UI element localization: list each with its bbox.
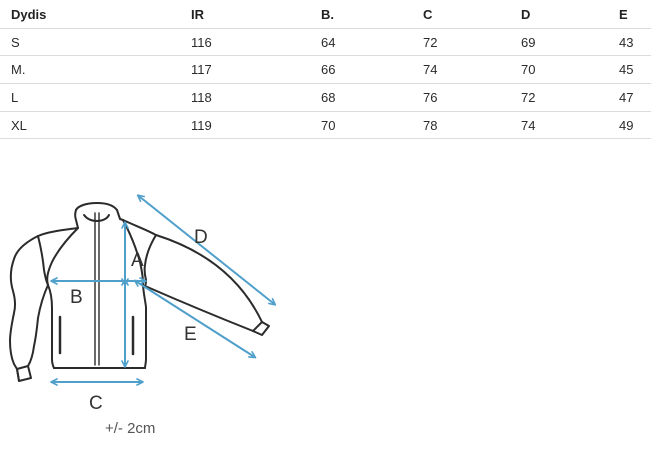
- svg-text:A: A: [131, 250, 144, 271]
- svg-text:+/- 2cm: +/- 2cm: [105, 420, 155, 437]
- svg-text:D: D: [194, 227, 208, 248]
- svg-text:C: C: [89, 393, 103, 414]
- svg-text:B: B: [70, 287, 83, 308]
- svg-text:E: E: [184, 324, 197, 345]
